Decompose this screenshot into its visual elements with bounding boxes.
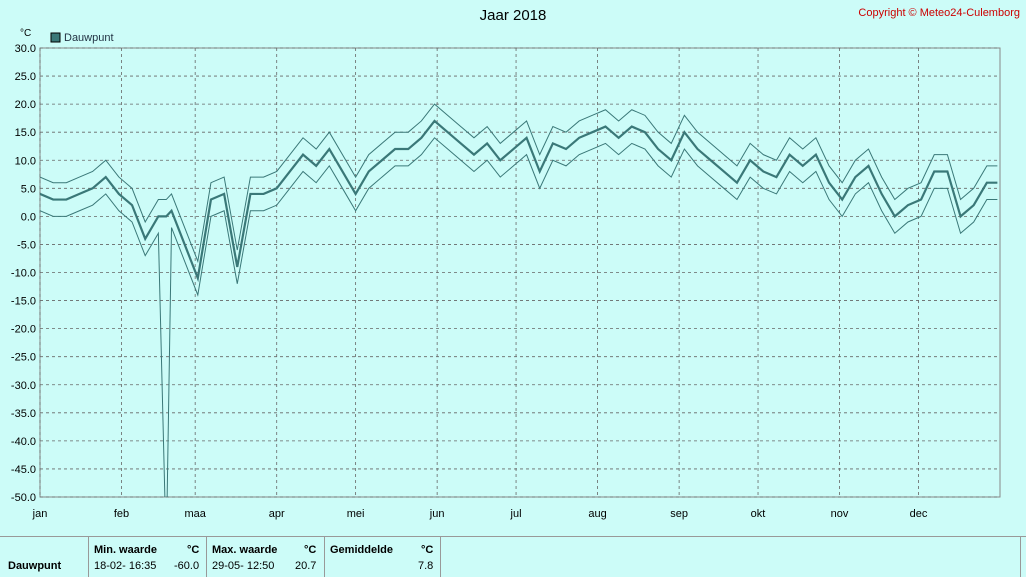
y-tick-label: -50.0 xyxy=(11,492,36,504)
x-tick-label: jul xyxy=(510,508,522,520)
x-tick-label: dec xyxy=(910,508,928,520)
y-tick-label: 5.0 xyxy=(21,183,36,195)
y-tick-label: -25.0 xyxy=(11,352,36,364)
chart: Jaar 2018 Copyright © Meteo24-Culemborg … xyxy=(11,7,1020,520)
x-tick-label: jan xyxy=(32,508,48,520)
series-line xyxy=(40,119,998,283)
separator xyxy=(324,537,325,577)
y-tick-label: -30.0 xyxy=(11,380,36,392)
min-label: Min. waarde xyxy=(94,544,157,556)
max-time: 29-05- 12:50 xyxy=(212,560,275,572)
max-label: Max. waarde xyxy=(212,544,278,556)
series-line xyxy=(40,103,998,264)
y-tick-label: -15.0 xyxy=(11,296,36,308)
y-unit: °C xyxy=(20,28,31,39)
max-unit: °C xyxy=(304,544,317,556)
x-tick-label: apr xyxy=(269,508,285,520)
y-tick-label: 0.0 xyxy=(21,211,36,223)
x-tick-label: sep xyxy=(670,508,688,520)
x-tick-label: mei xyxy=(347,508,365,520)
avg-value: 7.8 xyxy=(418,560,434,572)
separator xyxy=(88,537,89,577)
y-tick-label: 10.0 xyxy=(15,155,36,167)
x-tick-label: okt xyxy=(751,508,766,520)
max-value: 20.7 xyxy=(295,560,317,572)
avg-unit: °C xyxy=(421,544,434,556)
separator xyxy=(1020,537,1021,577)
y-tick-label: 20.0 xyxy=(15,99,36,111)
legend-swatch xyxy=(50,32,61,43)
x-tick-label: aug xyxy=(588,508,606,520)
x-tick-label: nov xyxy=(831,508,849,520)
y-tick-label: 15.0 xyxy=(15,127,36,139)
y-tick-label: 30.0 xyxy=(15,43,36,55)
y-tick-label: -35.0 xyxy=(11,408,36,420)
min-unit: °C xyxy=(187,544,200,556)
y-tick-label: -45.0 xyxy=(11,464,36,476)
legend-label: Dauwpunt xyxy=(64,32,114,44)
y-tick-label: 25.0 xyxy=(15,71,36,83)
stats-panel: Dauwpunt Min. waarde °C 18-02- 16:35 -60… xyxy=(0,536,1026,577)
x-tick-label: feb xyxy=(114,508,129,520)
copyright: Copyright © Meteo24-Culemborg xyxy=(858,7,1020,19)
min-value: -60.0 xyxy=(174,560,200,572)
min-time: 18-02- 16:35 xyxy=(94,560,157,572)
separator xyxy=(206,537,207,577)
series-group xyxy=(40,103,998,497)
y-tick-label: -40.0 xyxy=(11,436,36,448)
y-tick-label: -5.0 xyxy=(17,239,36,251)
stats-name: Dauwpunt xyxy=(8,560,62,572)
series-line xyxy=(40,137,998,497)
x-tick-label: maa xyxy=(184,508,206,520)
avg-label: Gemiddelde xyxy=(330,544,393,556)
separator xyxy=(440,537,441,577)
y-tick-label: -10.0 xyxy=(11,268,36,280)
chart-title: Jaar 2018 xyxy=(480,7,547,24)
y-tick-label: -20.0 xyxy=(11,324,36,336)
x-tick-label: jun xyxy=(429,508,445,520)
